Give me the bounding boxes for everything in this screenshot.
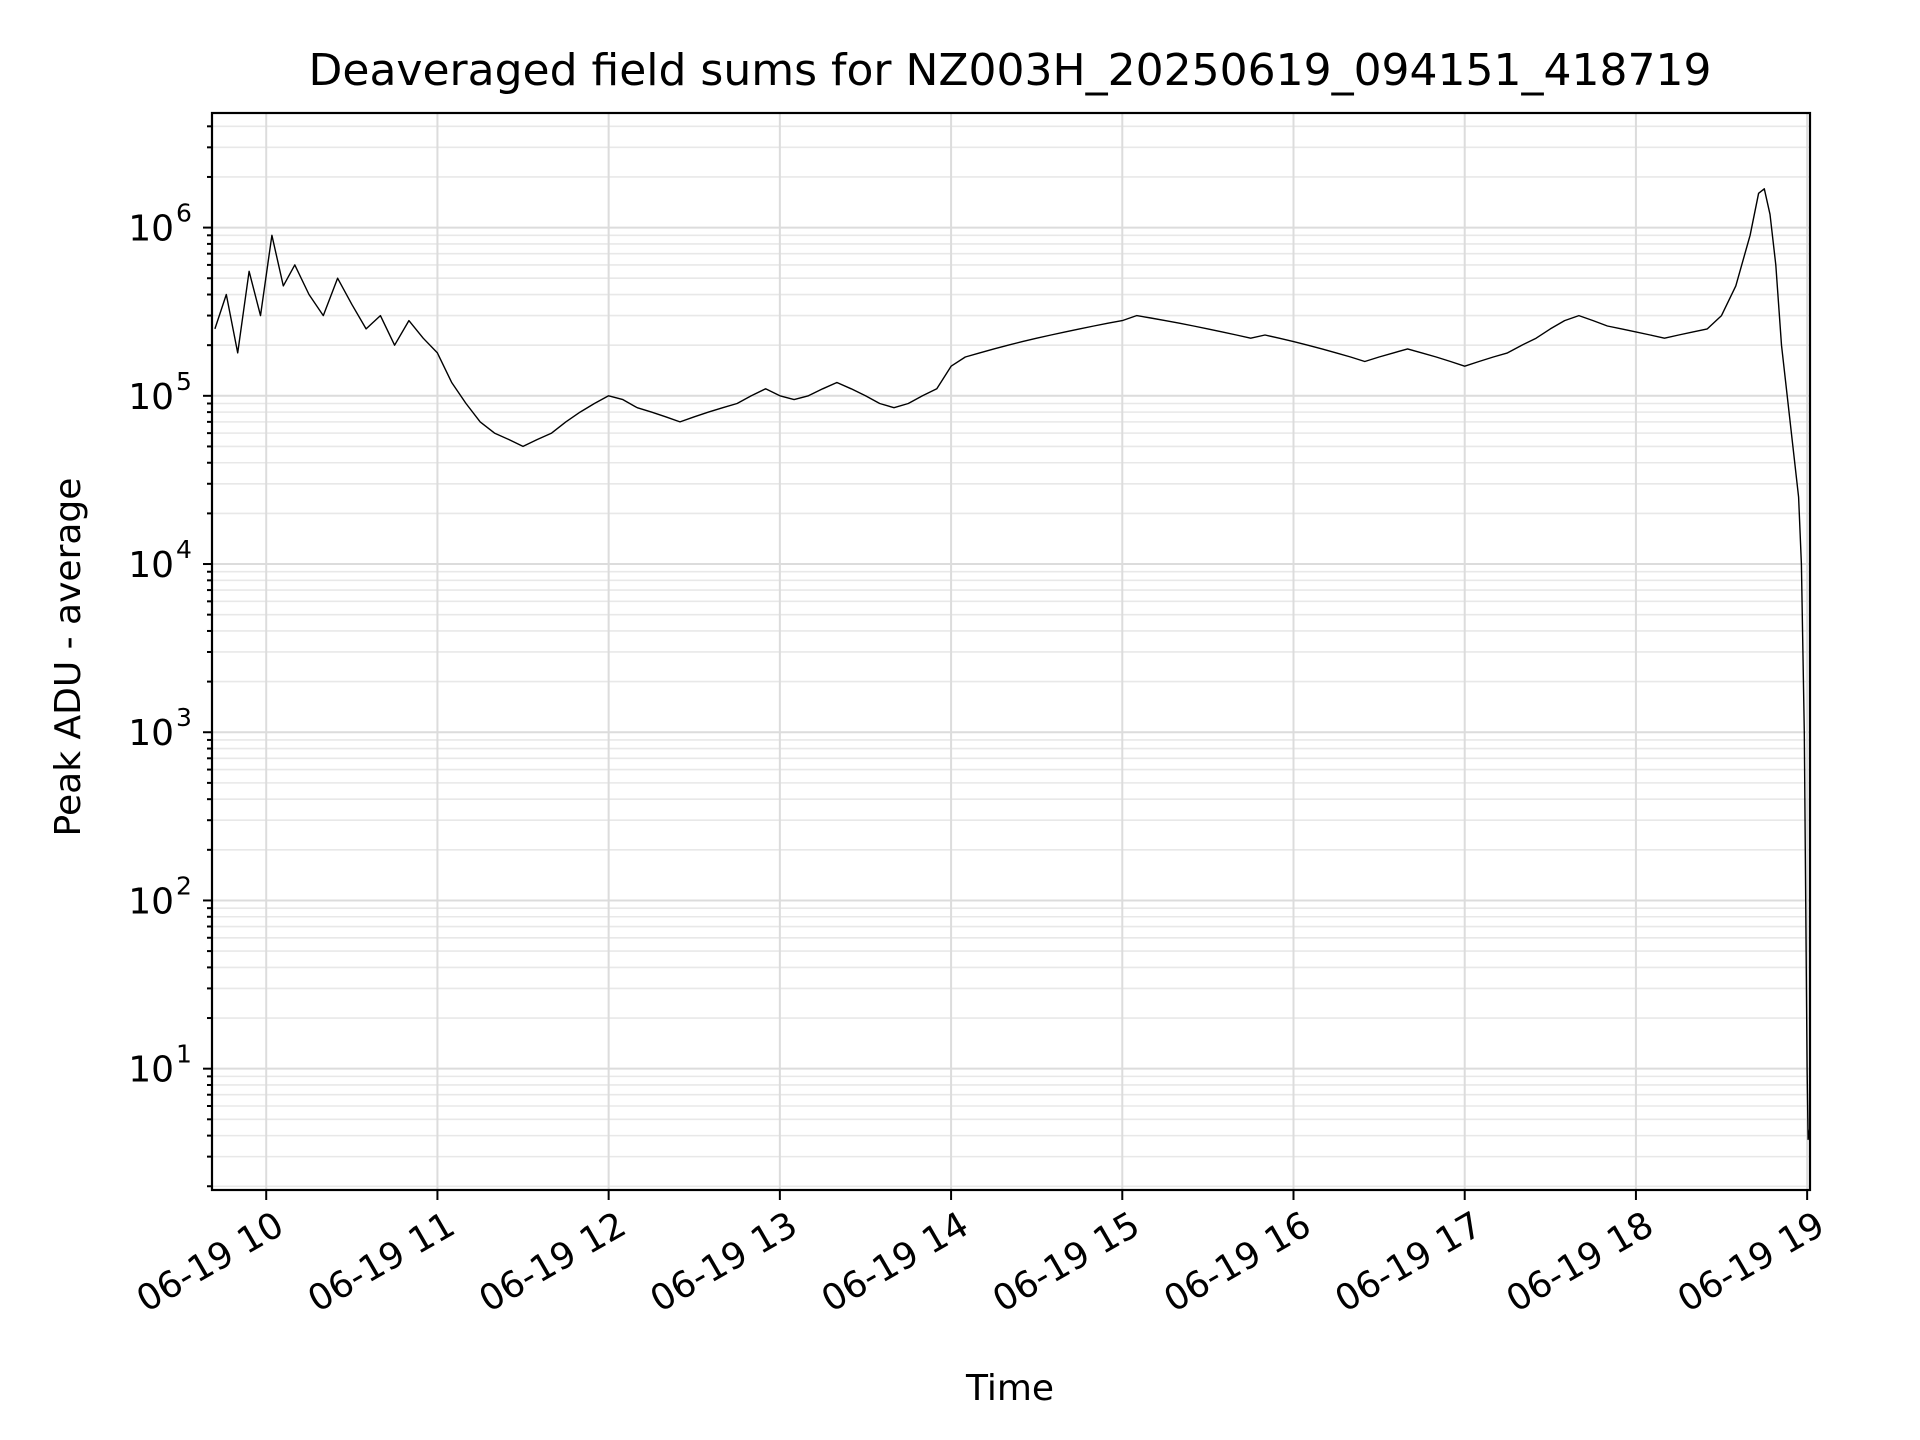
x-tick-label: 06-19 15 [986, 1204, 1147, 1320]
y-axis-label: Peak ADU - average [48, 478, 89, 837]
series-layer [214, 188, 1811, 1141]
y-tick-exponent: 4 [176, 535, 192, 564]
x-tick-label: 06-19 19 [1671, 1204, 1832, 1320]
chart-title: Deaveraged field sums for NZ003H_2025061… [309, 45, 1712, 96]
y-tick-exponent: 1 [176, 1040, 192, 1069]
y-tick-base: 10 [128, 881, 174, 922]
y-tick-base: 10 [128, 713, 174, 754]
x-tick-label: 06-19 12 [472, 1204, 633, 1320]
y-tick-label: 10 [128, 209, 174, 250]
y-tick-exponent: 3 [176, 703, 192, 732]
y-tick-base: 10 [128, 1050, 174, 1091]
y-tick-label: 10 [128, 881, 174, 922]
x-tick-label: 06-19 18 [1500, 1204, 1661, 1320]
series-line [214, 188, 1811, 1141]
x-tick-label: 06-19 11 [301, 1204, 462, 1320]
y-tick-exponent: 6 [176, 199, 192, 228]
y-tick-base: 10 [128, 209, 174, 250]
y-tick-label: 10 [128, 713, 174, 754]
x-axis-label: Time [965, 1368, 1054, 1409]
x-tick-label: 06-19 17 [1329, 1204, 1490, 1320]
y-tick-base: 10 [128, 545, 174, 586]
plot-frame [210, 111, 1812, 1192]
y-tick-label: 10 [128, 545, 174, 586]
y-tick-exponent: 5 [176, 367, 192, 396]
y-tick-base: 10 [128, 377, 174, 418]
x-tick-label: 06-19 14 [815, 1204, 976, 1320]
x-tick-label: 06-19 16 [1157, 1204, 1318, 1320]
y-tick-exponent: 2 [176, 871, 192, 900]
grid [212, 113, 1810, 1190]
y-tick-label: 10 [128, 1050, 174, 1091]
y-tick-label: 10 [128, 377, 174, 418]
x-tick-label: 06-19 13 [644, 1204, 805, 1320]
x-tick-label: 06-19 10 [130, 1204, 291, 1320]
